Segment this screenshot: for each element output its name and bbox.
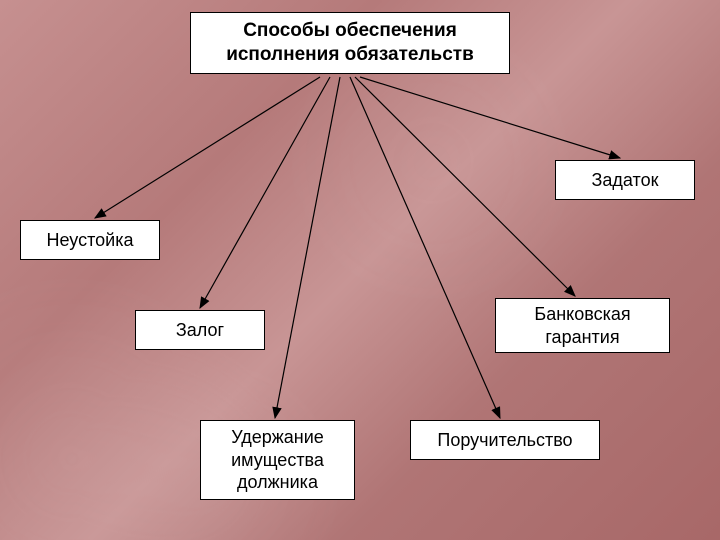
leaf-label: Неустойка: [47, 229, 134, 252]
leaf-label: Задаток: [592, 169, 659, 192]
leaf-label: Банковская гарантия: [508, 303, 657, 348]
leaf-node-poruchitelstvo: Поручительство: [410, 420, 600, 460]
leaf-label: Удержание имущества должника: [213, 426, 342, 494]
leaf-node-neustoika: Неустойка: [20, 220, 160, 260]
leaf-node-zadatok: Задаток: [555, 160, 695, 200]
leaf-label: Залог: [176, 319, 224, 342]
leaf-label: Поручительство: [437, 429, 572, 452]
leaf-node-uderzhanie: Удержание имущества должника: [200, 420, 355, 500]
root-label: Способы обеспечения исполнения обязатель…: [203, 19, 497, 67]
root-node: Способы обеспечения исполнения обязатель…: [190, 12, 510, 74]
background-decoration: [0, 0, 720, 540]
leaf-node-zalog: Залог: [135, 310, 265, 350]
leaf-node-bank_garantia: Банковская гарантия: [495, 298, 670, 353]
